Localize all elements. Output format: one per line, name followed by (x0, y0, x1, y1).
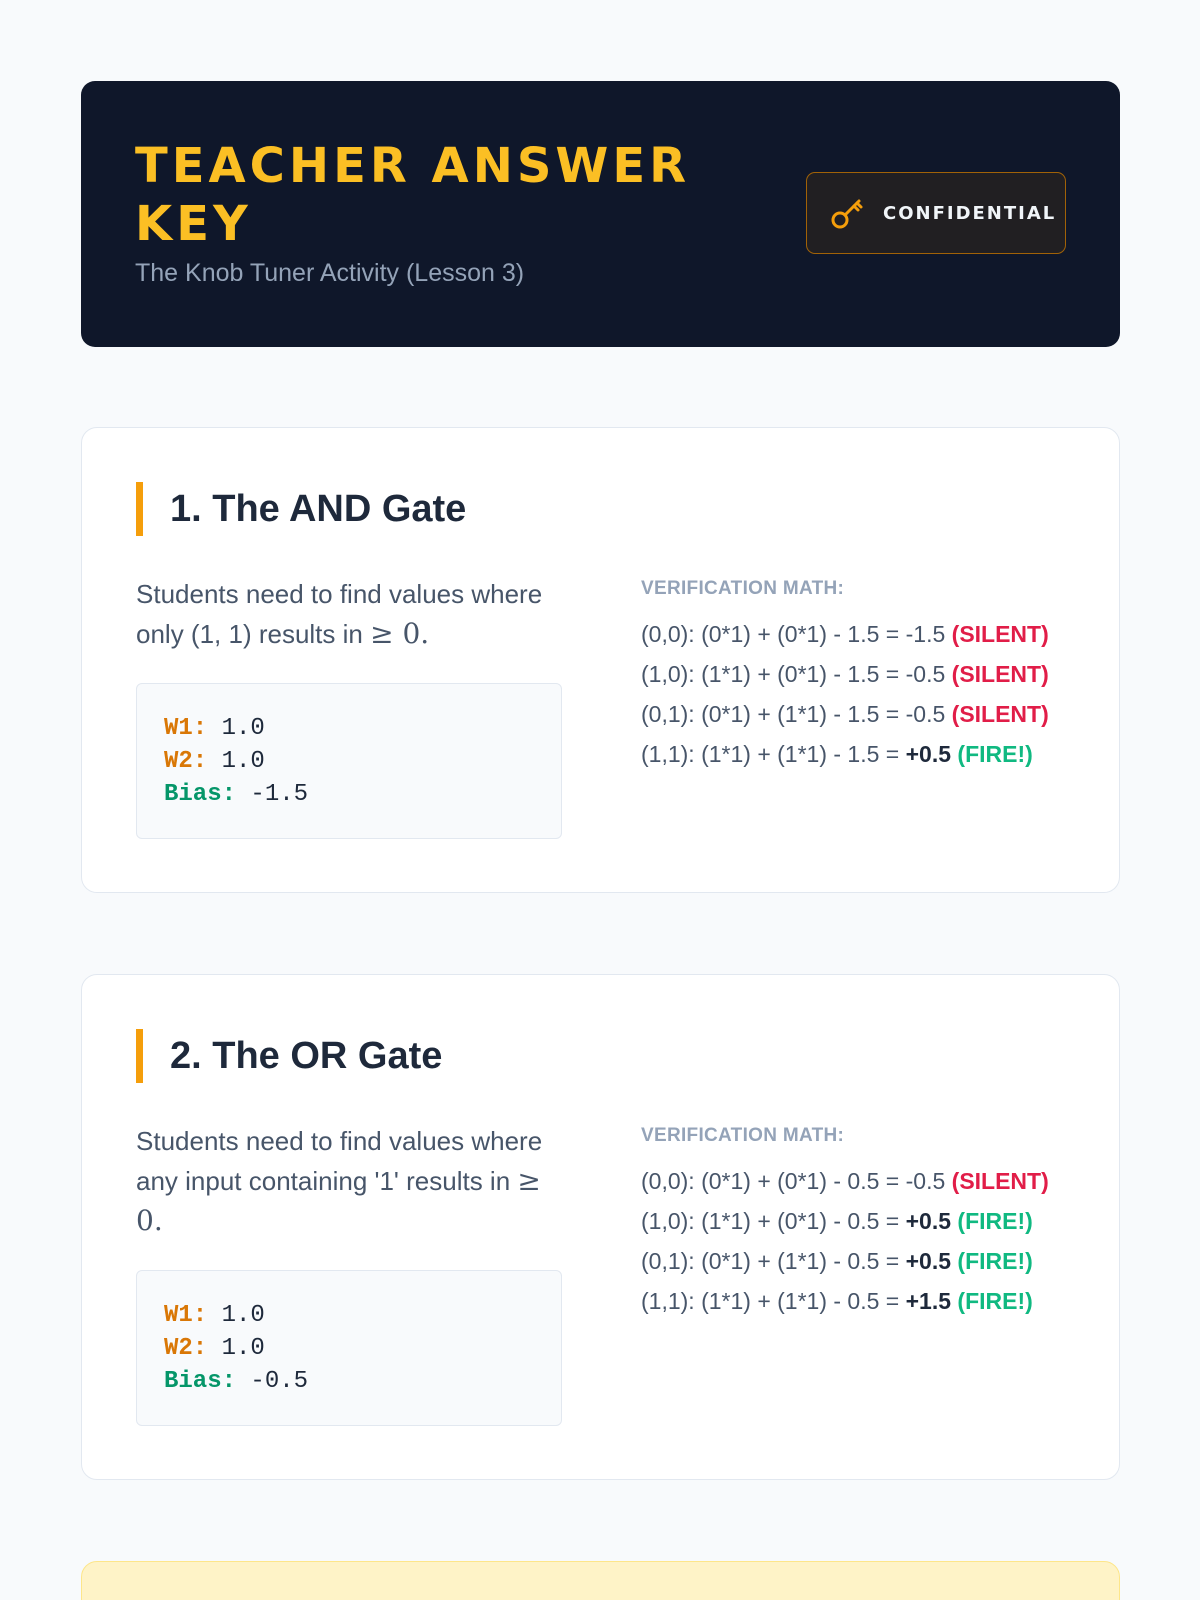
badge-label: CONFIDENTIAL (883, 202, 1057, 224)
w1-value: 1.0 (221, 715, 265, 742)
gate-card-or: 2. The OR Gate Students need to find val… (81, 974, 1120, 1480)
w1-label: W1: (164, 715, 208, 742)
verification-row: (1,1): (1*1) + (1*1) - 0.5 = +1.5 (FIRE!… (641, 1281, 1081, 1321)
verification-row: (0,1): (0*1) + (1*1) - 0.5 = +0.5 (FIRE!… (641, 1241, 1081, 1281)
w2-line: W2: 1.0 (164, 1332, 561, 1365)
row-result: -0.5 (905, 661, 946, 687)
gate-title: 2. The OR Gate (136, 1029, 442, 1083)
verification-row: (0,1): (0*1) + (1*1) - 1.5 = -0.5 (SILEN… (641, 694, 1081, 734)
bias-line: Bias: -0.5 (164, 1365, 561, 1398)
row-result: +1.5 (905, 1288, 952, 1314)
verification-label: VERIFICATION MATH: (641, 1125, 845, 1146)
row-expression: (1,1): (1*1) + (1*1) - 0.5 = (641, 1288, 906, 1314)
row-expression: (0,0): (0*1) + (0*1) - 1.5 = (641, 621, 906, 647)
row-expression: (0,1): (0*1) + (1*1) - 1.5 = (641, 701, 906, 727)
row-expression: (0,0): (0*1) + (0*1) - 0.5 = (641, 1168, 906, 1194)
bias-label: Bias: (164, 1368, 237, 1395)
row-result: -0.5 (905, 1168, 946, 1194)
bias-value: -0.5 (250, 1368, 309, 1395)
row-result: +0.5 (905, 1248, 952, 1274)
verification-row: (0,0): (0*1) + (0*1) - 1.5 = -1.5 (SILEN… (641, 614, 1081, 654)
row-expression: (1,0): (1*1) + (0*1) - 0.5 = (641, 1208, 906, 1234)
confidential-badge: CONFIDENTIAL (806, 172, 1066, 254)
description-text: Students need to find values where any i… (136, 1126, 543, 1196)
row-expression: (0,1): (0*1) + (1*1) - 0.5 = (641, 1248, 906, 1274)
description-math: ≥ 0. (370, 617, 430, 650)
w2-label: W2: (164, 748, 208, 775)
row-result: +0.5 (905, 1208, 952, 1234)
bias-value: -1.5 (250, 781, 309, 808)
verification-row: (1,0): (1*1) + (0*1) - 1.5 = -0.5 (SILEN… (641, 654, 1081, 694)
row-result: -0.5 (905, 701, 946, 727)
verification-row: (1,0): (1*1) + (0*1) - 0.5 = +0.5 (FIRE!… (641, 1201, 1081, 1241)
w2-value: 1.0 (221, 1335, 265, 1362)
w1-label: W1: (164, 1302, 208, 1329)
page-subtitle: The Knob Tuner Activity (Lesson 3) (135, 259, 525, 287)
row-status-fire: (FIRE!) (957, 1288, 1033, 1314)
gate-description: Students need to find values where any i… (136, 1121, 566, 1241)
w2-value: 1.0 (221, 748, 265, 775)
verification-row: (0,0): (0*1) + (0*1) - 0.5 = -0.5 (SILEN… (641, 1161, 1081, 1201)
w2-label: W2: (164, 1335, 208, 1362)
row-expression: (1,0): (1*1) + (0*1) - 1.5 = (641, 661, 906, 687)
verification-section: VERIFICATION MATH: (0,0): (0*1) + (0*1) … (641, 578, 1081, 774)
verification-section: VERIFICATION MATH: (0,0): (0*1) + (0*1) … (641, 1125, 1081, 1321)
bias-label: Bias: (164, 781, 237, 808)
gate-title: 1. The AND Gate (136, 482, 466, 536)
answer-code-box: W1: 1.0 W2: 1.0 Bias: -0.5 (136, 1270, 562, 1426)
note-card (81, 1561, 1120, 1600)
row-expression: (1,1): (1*1) + (1*1) - 1.5 = (641, 741, 906, 767)
gate-card-and: 1. The AND Gate Students need to find va… (81, 427, 1120, 893)
bias-line: Bias: -1.5 (164, 778, 561, 811)
page-title: TEACHER ANSWER KEY (135, 138, 691, 252)
row-status-silent: (SILENT) (951, 1168, 1049, 1194)
key-icon (827, 193, 867, 233)
w1-line: W1: 1.0 (164, 1299, 561, 1332)
row-status-fire: (FIRE!) (957, 1248, 1033, 1274)
header-banner: TEACHER ANSWER KEY The Knob Tuner Activi… (81, 81, 1120, 347)
w1-line: W1: 1.0 (164, 712, 561, 745)
row-result: -1.5 (905, 621, 946, 647)
description-text: Students need to find values where only … (136, 579, 543, 649)
row-status-silent: (SILENT) (951, 701, 1049, 727)
row-status-fire: (FIRE!) (957, 1208, 1033, 1234)
gate-description: Students need to find values where only … (136, 574, 566, 654)
answer-code-box: W1: 1.0 W2: 1.0 Bias: -1.5 (136, 683, 562, 839)
row-status-silent: (SILENT) (951, 621, 1049, 647)
w2-line: W2: 1.0 (164, 745, 561, 778)
row-status-fire: (FIRE!) (957, 741, 1033, 767)
verification-row: (1,1): (1*1) + (1*1) - 1.5 = +0.5 (FIRE!… (641, 734, 1081, 774)
row-result: +0.5 (905, 741, 952, 767)
w1-value: 1.0 (221, 1302, 265, 1329)
row-status-silent: (SILENT) (951, 661, 1049, 687)
verification-label: VERIFICATION MATH: (641, 578, 845, 599)
description-math: ≥ 0. (136, 1164, 541, 1237)
